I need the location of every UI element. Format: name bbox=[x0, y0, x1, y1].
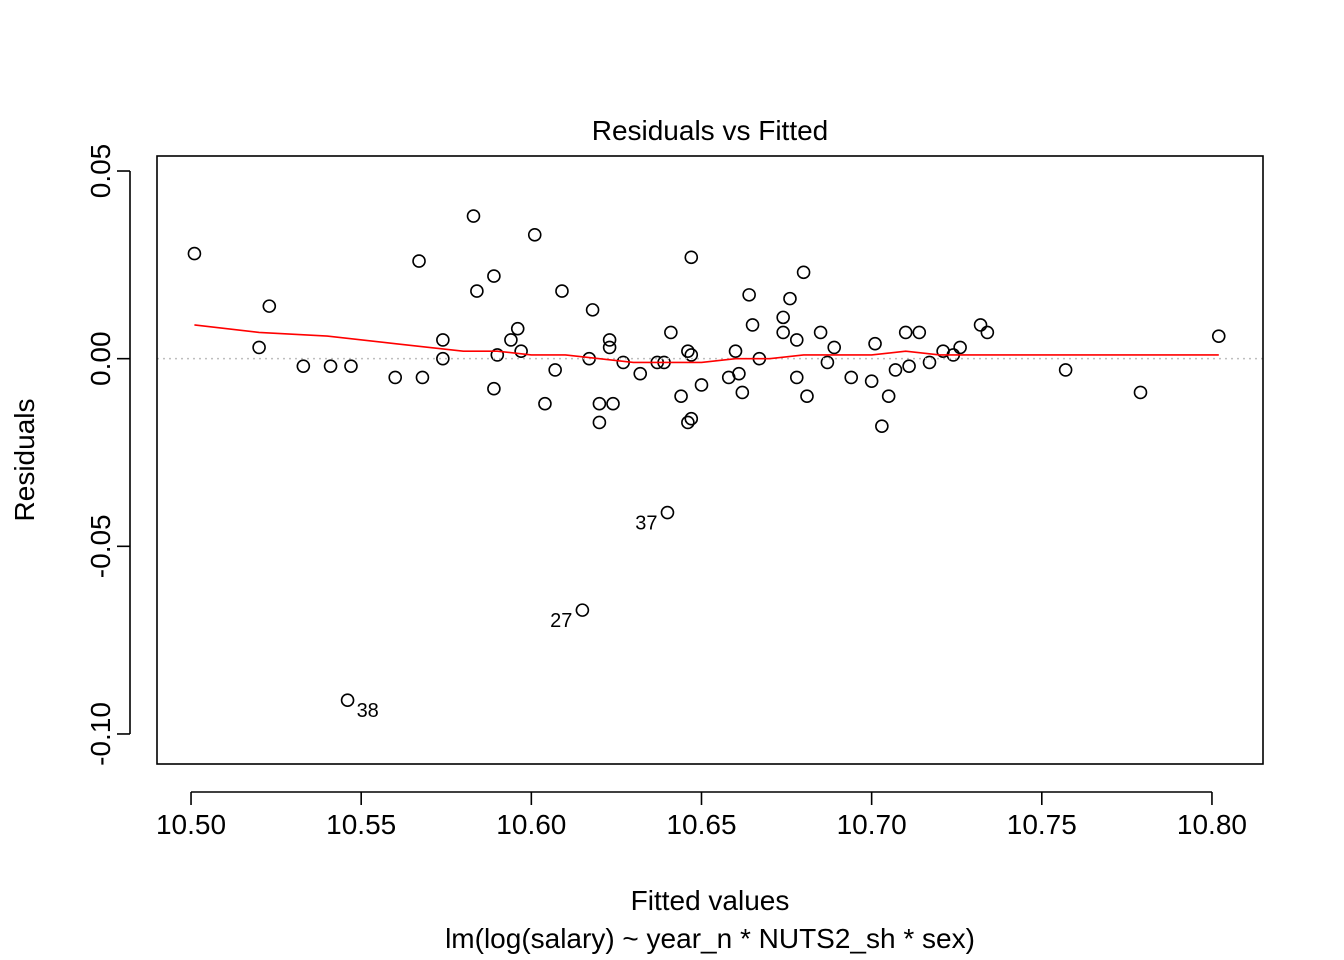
data-point-37 bbox=[681, 344, 695, 358]
y-tick-label-3: -0.10 bbox=[85, 702, 116, 766]
points-layer bbox=[187, 209, 1226, 707]
y-axis-label: Residuals bbox=[9, 399, 40, 522]
data-point-67 bbox=[912, 325, 927, 340]
data-point-71 bbox=[953, 340, 967, 355]
data-point-5 bbox=[344, 359, 358, 373]
data-point-41 bbox=[694, 378, 709, 392]
chart-subtitle: lm(log(salary) ~ year_n * NUTS2_sh * sex… bbox=[445, 923, 975, 954]
x-tick-label-5: 10.75 bbox=[1007, 809, 1077, 840]
data-point-22 bbox=[555, 284, 569, 298]
x-tick-label-1: 10.55 bbox=[326, 809, 396, 840]
data-point-55 bbox=[800, 389, 814, 403]
data-point-79 bbox=[660, 505, 675, 520]
data-point-63 bbox=[881, 389, 896, 403]
data-point-24 bbox=[585, 303, 600, 317]
data-point-40 bbox=[684, 411, 699, 426]
data-point-29 bbox=[606, 396, 620, 411]
data-point-45 bbox=[735, 385, 750, 400]
data-point-52 bbox=[789, 333, 804, 347]
data-point-54 bbox=[796, 265, 811, 280]
x-axis-label: Fitted values bbox=[631, 885, 790, 916]
point-label-38: 38 bbox=[357, 700, 379, 722]
x-tick-label-6: 10.80 bbox=[1177, 809, 1247, 840]
data-point-60 bbox=[864, 374, 879, 388]
data-point-31 bbox=[633, 366, 648, 381]
data-point-28 bbox=[602, 340, 617, 355]
y-tick-label-1: 0.00 bbox=[85, 331, 116, 386]
data-point-73 bbox=[980, 325, 995, 340]
data-point-72 bbox=[973, 318, 988, 332]
data-point-17 bbox=[510, 321, 525, 336]
point-label-37: 37 bbox=[635, 513, 657, 535]
data-point-1 bbox=[252, 340, 266, 355]
point-label-27: 27 bbox=[550, 610, 572, 632]
data-point-35 bbox=[674, 389, 688, 403]
y-tick-label-2: -0.05 bbox=[85, 514, 116, 578]
data-point-53 bbox=[789, 370, 804, 385]
data-point-47 bbox=[745, 318, 760, 332]
data-point-4 bbox=[323, 359, 338, 373]
data-point-6 bbox=[388, 370, 403, 385]
axes-layer: 10.50 10.55 10.60 10.65 10.70 10.75 10.80 0.05 0… bbox=[85, 144, 1264, 840]
data-point-49 bbox=[776, 310, 790, 325]
data-point-59 bbox=[844, 370, 859, 385]
data-point-39 bbox=[684, 348, 699, 362]
x-tick-label-2: 10.60 bbox=[496, 809, 566, 840]
data-point-26 bbox=[592, 415, 607, 430]
data-point-0 bbox=[187, 246, 202, 261]
data-point-44 bbox=[732, 366, 746, 381]
data-point-46 bbox=[742, 288, 756, 302]
data-point-12 bbox=[470, 284, 484, 298]
data-point-7 bbox=[412, 254, 426, 268]
data-point-57 bbox=[820, 355, 835, 370]
data-point-2 bbox=[262, 299, 277, 313]
data-point-74 bbox=[1058, 363, 1073, 377]
data-point-15 bbox=[490, 348, 505, 362]
data-point-25 bbox=[592, 396, 607, 411]
x-tick-label-3: 10.65 bbox=[666, 809, 736, 840]
data-point-38 bbox=[684, 250, 699, 265]
data-point-13 bbox=[487, 269, 501, 283]
data-point-66 bbox=[902, 359, 916, 373]
data-point-34 bbox=[664, 325, 678, 340]
data-point-19 bbox=[527, 228, 542, 242]
data-point-36 bbox=[681, 415, 695, 430]
data-point-58 bbox=[827, 340, 842, 355]
data-point-43 bbox=[728, 344, 743, 358]
data-point-76 bbox=[1211, 329, 1226, 343]
chart-title: Residuals vs Fitted bbox=[592, 115, 829, 146]
data-point-77 bbox=[340, 693, 355, 707]
data-point-8 bbox=[415, 370, 430, 385]
plot-frame bbox=[156, 155, 1264, 765]
data-point-14 bbox=[487, 381, 501, 396]
data-point-68 bbox=[922, 355, 937, 370]
data-point-65 bbox=[898, 325, 913, 340]
y-tick-label-0: 0.05 bbox=[85, 144, 116, 199]
x-tick-label-4: 10.70 bbox=[837, 809, 907, 840]
data-point-62 bbox=[875, 419, 889, 434]
data-point-11 bbox=[466, 209, 481, 223]
lines-layer bbox=[157, 324, 1263, 364]
data-point-9 bbox=[436, 333, 450, 347]
data-point-51 bbox=[783, 291, 797, 306]
data-point-64 bbox=[888, 363, 903, 377]
data-point-3 bbox=[296, 359, 311, 373]
data-point-10 bbox=[436, 351, 450, 366]
data-point-78 bbox=[575, 603, 590, 617]
smooth-trend-line bbox=[194, 324, 1219, 364]
data-point-20 bbox=[538, 396, 552, 411]
data-point-50 bbox=[776, 325, 790, 340]
data-point-61 bbox=[868, 336, 882, 351]
data-point-21 bbox=[548, 363, 562, 377]
data-point-18 bbox=[514, 344, 528, 358]
data-point-16 bbox=[504, 333, 518, 347]
data-point-27 bbox=[602, 333, 617, 347]
x-tick-label-0: 10.50 bbox=[156, 809, 226, 840]
labels-layer: 38 27 37 bbox=[357, 513, 658, 723]
data-point-75 bbox=[1133, 385, 1148, 400]
data-point-56 bbox=[813, 325, 828, 340]
